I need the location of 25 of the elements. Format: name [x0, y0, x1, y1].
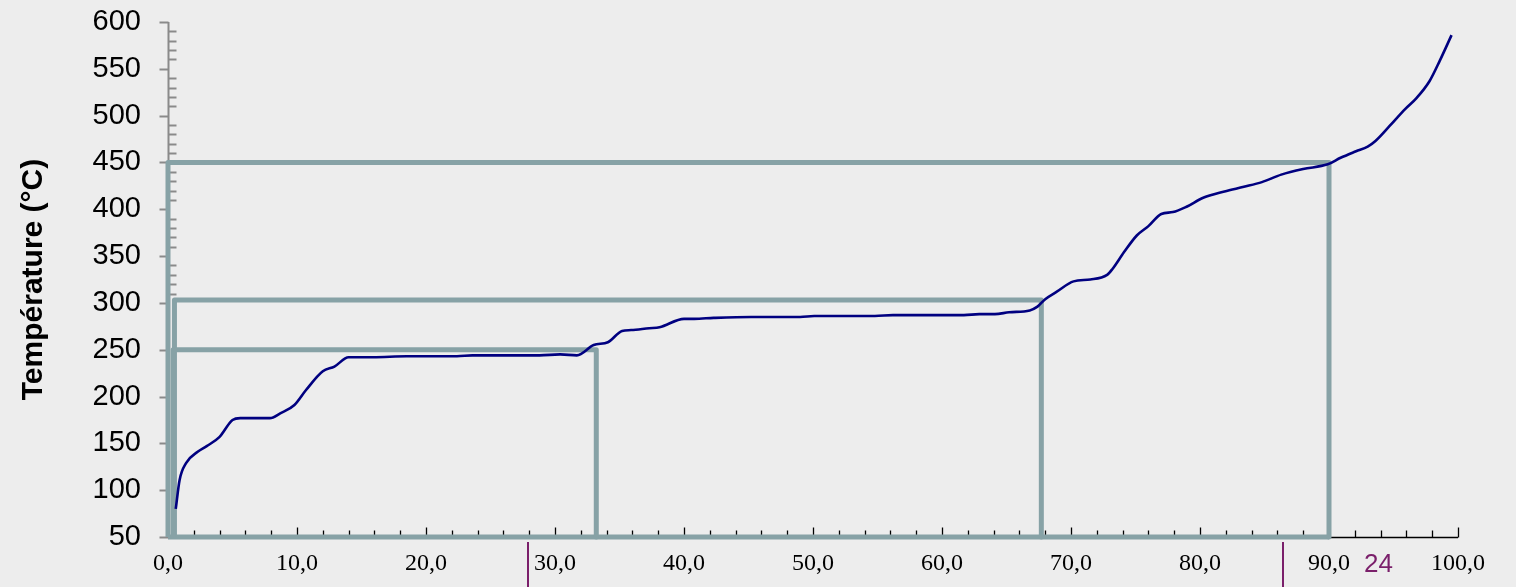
y-tick-label: 350 — [92, 238, 141, 271]
y-tick-label: 250 — [92, 331, 141, 364]
y-tick-label: 50 — [108, 519, 141, 551]
x-tick-label: 30,0 — [534, 548, 576, 575]
x-tick-label: 90,0 — [1308, 548, 1350, 575]
text: 24 — [1364, 548, 1393, 579]
y-tick-label: 450 — [92, 144, 141, 177]
y-tick-label: 150 — [92, 425, 141, 458]
x-tick-label: 20,0 — [405, 548, 447, 575]
y-tick-label: 300 — [92, 284, 141, 317]
x-tick-label: 10,0 — [276, 548, 318, 575]
y-tick-label: 200 — [92, 378, 141, 411]
y-tick-label: 550 — [92, 50, 141, 83]
x-tick-label: 40,0 — [663, 548, 705, 575]
y-tick-label: 100 — [92, 472, 141, 505]
y-tick-label: 400 — [92, 191, 141, 224]
y-tick-label: 600 — [92, 4, 141, 36]
x-tick-label: 80,0 — [1179, 548, 1221, 575]
x-tick-label: 0,0 — [153, 548, 183, 575]
x-tick-label: 50,0 — [792, 548, 834, 575]
x-tick-label: 60,0 — [921, 548, 963, 575]
x-tick-label: 100,0 — [1431, 548, 1485, 575]
y-tick-label: 500 — [92, 97, 141, 130]
x-tick-label: 70,0 — [1050, 548, 1092, 575]
y-axis-title: Température (°C) — [15, 158, 49, 401]
